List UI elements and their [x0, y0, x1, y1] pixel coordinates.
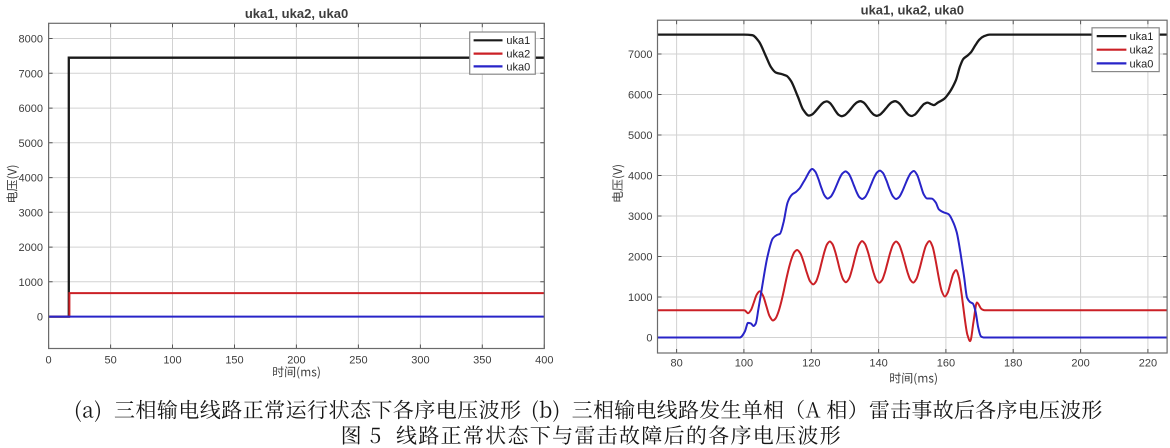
svg-text:120: 120: [802, 357, 820, 369]
svg-text:uka2: uka2: [1130, 45, 1154, 57]
svg-text:6000: 6000: [628, 90, 652, 102]
svg-text:0: 0: [646, 333, 652, 345]
svg-text:6000: 6000: [19, 103, 43, 115]
svg-text:300: 300: [411, 355, 429, 367]
svg-text:uka1, uka2, uka0: uka1, uka2, uka0: [245, 6, 348, 21]
svg-text:uka1: uka1: [506, 35, 530, 47]
svg-text:3000: 3000: [19, 207, 43, 219]
svg-text:140: 140: [869, 357, 887, 369]
svg-text:0: 0: [46, 355, 52, 367]
svg-text:200: 200: [1071, 357, 1089, 369]
svg-text:uka1, uka2, uka0: uka1, uka2, uka0: [861, 3, 964, 18]
svg-text:1000: 1000: [19, 277, 43, 289]
svg-text:uka0: uka0: [506, 61, 530, 73]
svg-text:100: 100: [735, 357, 753, 369]
svg-text:2000: 2000: [19, 242, 43, 254]
svg-text:400: 400: [535, 355, 553, 367]
svg-text:80: 80: [670, 357, 682, 369]
svg-text:5000: 5000: [628, 130, 652, 142]
svg-text:200: 200: [287, 355, 305, 367]
svg-text:180: 180: [1004, 357, 1022, 369]
svg-text:7000: 7000: [19, 68, 43, 80]
svg-text:250: 250: [349, 355, 367, 367]
svg-text:150: 150: [225, 355, 243, 367]
svg-text:50: 50: [104, 355, 116, 367]
svg-text:1000: 1000: [628, 292, 652, 304]
svg-text:4000: 4000: [19, 173, 43, 185]
svg-text:160: 160: [937, 357, 955, 369]
svg-text:350: 350: [473, 355, 491, 367]
svg-text:uka1: uka1: [1130, 31, 1154, 43]
svg-text:100: 100: [163, 355, 181, 367]
svg-text:4000: 4000: [628, 171, 652, 183]
svg-text:2000: 2000: [628, 252, 652, 264]
svg-text:uka2: uka2: [506, 49, 530, 61]
svg-text:5000: 5000: [19, 138, 43, 150]
svg-text:8000: 8000: [19, 34, 43, 46]
svg-text:7000: 7000: [628, 49, 652, 61]
svg-text:0: 0: [37, 312, 43, 324]
svg-text:220: 220: [1139, 357, 1157, 369]
svg-text:uka0: uka0: [1130, 58, 1154, 70]
svg-text:3000: 3000: [628, 211, 652, 223]
